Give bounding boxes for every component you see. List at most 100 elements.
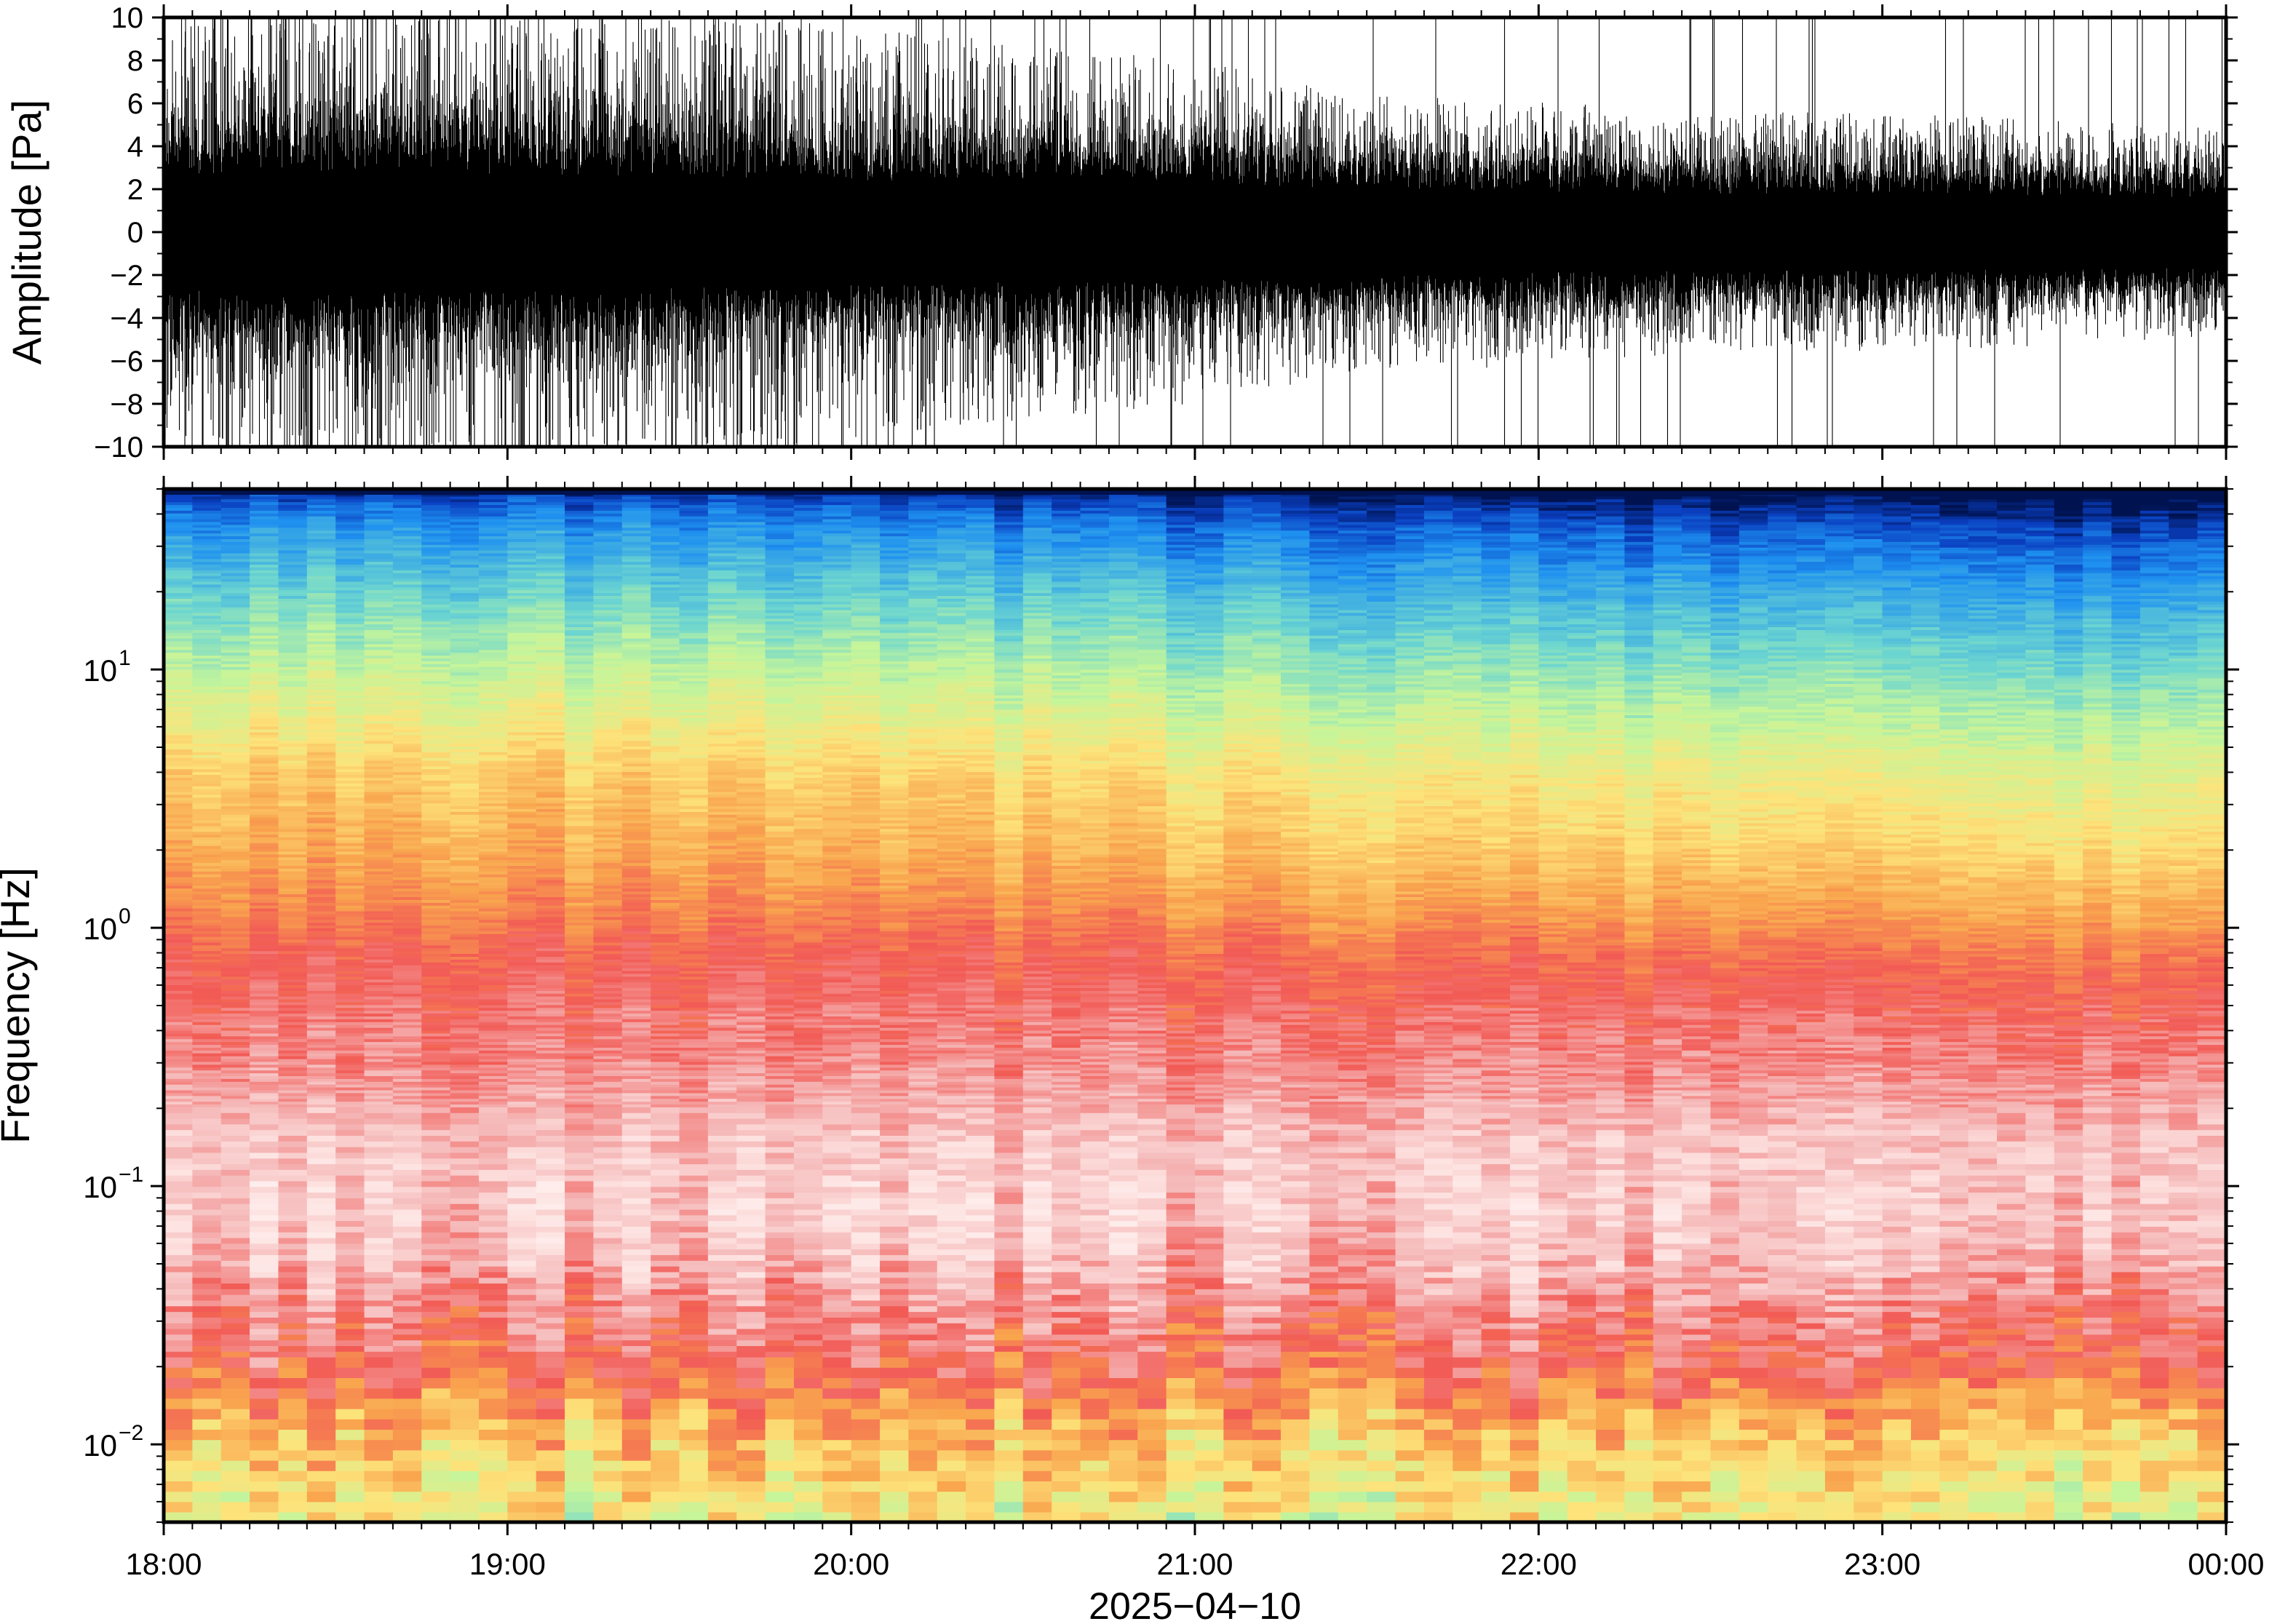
spectrogram-cell [421, 1123, 451, 1131]
spectrogram-cell [507, 791, 537, 795]
spectrogram-cell [536, 757, 565, 761]
spectrogram-cell [478, 592, 509, 597]
spectrogram-cell [220, 780, 250, 784]
spectrogram-cell [364, 1061, 394, 1065]
spectrogram-cell [220, 893, 250, 897]
spectrogram-cell [335, 791, 365, 795]
spectrogram-cell [507, 953, 537, 957]
spectrogram-cell [507, 709, 537, 713]
spectrogram-cell [164, 518, 194, 522]
spectrogram-cell [364, 524, 394, 528]
spectrogram-cell [278, 749, 308, 752]
spectrogram-cell [278, 589, 308, 594]
spectrogram-cell [565, 1186, 595, 1193]
spectrogram-cell [421, 634, 451, 639]
spectrogram-cell [565, 674, 595, 679]
spectrogram-cell [220, 956, 250, 960]
spectrogram-cell [421, 1449, 451, 1461]
spectrogram-cell [478, 720, 509, 724]
spectrogram-cell [536, 853, 565, 858]
spectrogram-cell [192, 873, 222, 877]
spectrogram-cell [192, 615, 222, 619]
spectrogram-cell [565, 1112, 595, 1119]
spectrogram-cell [507, 1104, 537, 1107]
spectrogram-cell [364, 939, 394, 943]
spectrogram-cell [536, 1024, 565, 1028]
spectrogram-cell [621, 521, 651, 525]
spectrogram-cell [220, 791, 250, 795]
spectrogram-cell [621, 1214, 651, 1222]
spectrogram-cell [621, 1377, 651, 1389]
spectrogram-cell [278, 947, 308, 952]
spectrogram-cell [335, 578, 365, 582]
spectrogram-cell [220, 1041, 250, 1046]
spectrogram-cell [220, 1388, 250, 1399]
spectrogram-cell [164, 498, 194, 503]
spectrogram-cell [250, 495, 279, 500]
spectrogram-cell [507, 1016, 537, 1019]
spectrogram-cell [536, 507, 565, 511]
spectrogram-cell [164, 1350, 194, 1358]
spectrogram-cell [450, 794, 480, 798]
spectrogram-cell [364, 1419, 394, 1430]
spectrogram-cell [507, 1050, 537, 1054]
spectrogram-cell [421, 1198, 451, 1204]
spectrogram-cell [278, 879, 308, 883]
spectrogram-cell [306, 595, 336, 599]
spectrogram-cell [364, 1092, 394, 1096]
spectrogram-cell [507, 1064, 537, 1068]
spectrogram-cell [220, 743, 250, 747]
spectrogram-cell [220, 1180, 250, 1187]
spectrogram-cell [621, 947, 651, 952]
spectrogram-cell [450, 757, 480, 761]
spectrogram-cell [478, 1220, 509, 1227]
spectrogram-cell [192, 916, 222, 920]
spectrogram-cell [364, 697, 394, 701]
spectrogram-cell [593, 646, 623, 650]
spectrogram-cell [192, 725, 222, 730]
spectrogram-cell [306, 581, 336, 585]
spectrogram-cell [364, 541, 394, 545]
spectrogram-cell [164, 632, 194, 636]
spectrogram-cell [536, 1209, 565, 1216]
spectrogram-cell [507, 933, 537, 937]
spectrogram-cell [164, 774, 194, 778]
spectrogram-cell [536, 629, 565, 633]
spectrogram-cell [421, 950, 451, 955]
spectrogram-cell [507, 1265, 537, 1273]
spectrogram-cell [278, 663, 308, 667]
spectrogram-cell [306, 703, 336, 707]
spectrogram-cell [250, 1231, 279, 1238]
spectrogram-cell [278, 1055, 308, 1059]
spectrogram-cell [220, 521, 250, 525]
spectrogram-cell [392, 990, 423, 994]
spectrogram-cell [593, 990, 623, 994]
spectrogram-cell [164, 1169, 194, 1176]
spectrogram-cell [220, 928, 250, 931]
spectrogram-cell [507, 601, 537, 605]
spectrogram-cell [421, 1439, 451, 1451]
spectrogram-cell [536, 549, 565, 554]
spectrogram-cell [565, 1311, 595, 1318]
spectrogram-cell [306, 984, 336, 988]
spectrogram-cell [593, 788, 623, 792]
spectrogram-cell [278, 1022, 308, 1025]
spectrogram-cell [192, 1317, 222, 1324]
spectrogram-cell [478, 842, 509, 846]
spectrogram-cell [621, 754, 651, 758]
spectrogram-cell [364, 598, 394, 602]
spectrogram-cell [536, 592, 565, 597]
spectrogram-cell [220, 754, 250, 758]
spectrogram-cell [335, 624, 365, 628]
spectrogram-cell [164, 1249, 194, 1256]
spectrogram-cell [651, 1334, 680, 1341]
spectrogram-cell [364, 1152, 394, 1159]
spectrogram-cell [335, 524, 365, 528]
spectrogram-cell [392, 768, 423, 773]
spectrogram-cell [306, 1123, 336, 1131]
spectrogram-cell [536, 888, 565, 892]
spectrogram-cell [478, 1146, 509, 1153]
spectrogram-cell [278, 1299, 308, 1307]
spectrogram-cell [507, 530, 537, 534]
spectrogram-cell [593, 725, 623, 730]
